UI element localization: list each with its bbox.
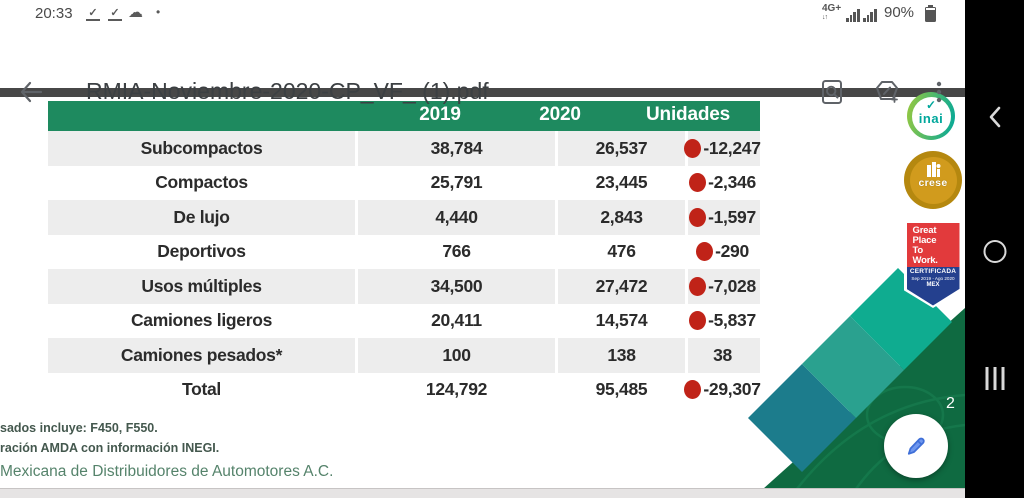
value-delta: 38 — [685, 338, 757, 373]
value-delta: -12,247 — [684, 131, 761, 166]
annotate-add-icon[interactable] — [873, 78, 901, 106]
app-bar: RMIA-Noviembre-2020-CP_VF_ (1).pdf — [0, 28, 965, 104]
value-2019: 100 — [355, 338, 555, 373]
page-gap-divider — [0, 88, 965, 97]
value-delta: -5,837 — [685, 303, 757, 338]
clock: 20:33 — [35, 5, 73, 22]
find-in-document-icon[interactable] — [818, 78, 846, 106]
row-label: Camiones ligeros — [130, 310, 273, 331]
header-2019: 2019 — [419, 104, 461, 125]
notification-dot-icon: • — [156, 5, 161, 19]
gptw-title: Great Place To Work. — [906, 222, 960, 267]
nav-home-icon[interactable] — [983, 240, 1006, 263]
pencil-icon — [907, 437, 925, 455]
battery-percent: 90% — [884, 4, 915, 21]
viewer-bottom-strip — [0, 488, 965, 498]
value-2019: 20,411 — [355, 303, 555, 338]
inai-badge: ✓ inai — [907, 92, 955, 140]
crese-badge: crese — [904, 151, 962, 209]
great-place-to-work-badge: Great Place To Work. CERTIFICADA Sep 201… — [904, 220, 962, 308]
value-2020: 23,445 — [555, 165, 685, 200]
row-label: Deportivos — [157, 241, 246, 262]
footnote-line: sados incluye: F450, F550. — [0, 421, 158, 435]
status-bar: 20:33 ✓ ✓ ☁ • 4G+ ↓↑ 90% — [0, 0, 965, 28]
table-row: Compactos 25,791 23,445 -2,346 — [48, 165, 760, 200]
table-row: Total 124,792 95,485 -29,307 — [48, 372, 761, 407]
footnote-line: ración AMDA con información INEGI. — [0, 441, 220, 455]
value-2020: 26,537 — [555, 131, 685, 166]
page-number: 2 — [946, 395, 955, 412]
signal-bars-icon — [863, 9, 877, 22]
value-2019: 25,791 — [355, 165, 555, 200]
row-label: Camiones pesados* — [120, 344, 283, 365]
table-row: Camiones ligeros 20,411 14,574 -5,837 — [48, 303, 760, 338]
check-icon: ✓ — [925, 97, 937, 112]
building-icon — [927, 161, 941, 177]
signal-bars-icon — [846, 9, 860, 22]
value-delta: -29,307 — [684, 372, 761, 407]
value-delta: -1,597 — [685, 200, 757, 235]
table-row: Usos múltiples 34,500 27,472 -7,028 — [48, 269, 760, 304]
download-done-icon: ✓ — [86, 7, 100, 21]
organization-line: Mexicana de Distribuidores de Automotore… — [0, 463, 334, 480]
document-title: RMIA-Noviembre-2020-CP_VF_ (1).pdf — [86, 78, 489, 104]
nav-recents-icon[interactable] — [985, 367, 1004, 390]
decline-dot-icon — [689, 173, 707, 193]
overflow-menu-icon[interactable] — [925, 78, 953, 106]
nav-back-icon[interactable] — [985, 104, 1005, 135]
decline-dot-icon — [689, 207, 707, 227]
value-2019: 38,784 — [355, 131, 555, 166]
network-type-icon: 4G+ ↓↑ — [822, 3, 842, 22]
decline-dot-icon — [689, 276, 707, 296]
decline-dot-icon — [684, 380, 702, 400]
header-2020: 2020 — [539, 104, 581, 125]
header-unidades: Unidades — [646, 104, 730, 125]
table-row: De lujo 4,440 2,843 -1,597 — [48, 200, 760, 235]
value-2020: 95,485 — [555, 372, 685, 407]
navigation-bar — [965, 0, 1024, 498]
row-label: Usos múltiples — [141, 275, 262, 296]
value-2019: 124,792 — [355, 372, 555, 407]
table-row: Subcompactos 38,784 26,537 -12,247 — [48, 131, 761, 166]
row-label: Subcompactos — [140, 137, 263, 158]
table-row: Deportivos 766 476 -290 — [48, 234, 760, 269]
value-2020: 476 — [555, 234, 685, 269]
value-2020: 138 — [555, 338, 685, 373]
value-2019: 4,440 — [355, 200, 555, 235]
decline-dot-icon — [696, 242, 714, 262]
decline-dot-icon — [689, 311, 707, 331]
row-label: Total — [181, 379, 221, 400]
sales-table: 2019 2020 Unidades Subcompactos 38,784 2… — [48, 101, 761, 407]
battery-icon — [925, 5, 936, 22]
gptw-certification: CERTIFICADA Sep 2019 - Ago 2020 MEX — [909, 267, 957, 288]
value-delta: -2,346 — [685, 165, 757, 200]
value-2019: 34,500 — [355, 269, 555, 304]
value-2020: 2,843 — [555, 200, 685, 235]
table-header-row: 2019 2020 Unidades — [48, 101, 760, 131]
edit-fab[interactable] — [884, 414, 948, 478]
value-2019: 766 — [355, 234, 555, 269]
download-done-icon: ✓ — [108, 7, 122, 21]
value-delta: -7,028 — [685, 269, 757, 304]
decline-dot-icon — [684, 138, 702, 158]
cloud-icon: ☁ — [128, 4, 143, 21]
value-delta: -290 — [685, 234, 757, 269]
row-label: Compactos — [155, 172, 248, 193]
row-label: De lujo — [173, 206, 230, 227]
table-row: Camiones pesados* 100 138 38 — [48, 338, 760, 373]
value-2020: 27,472 — [555, 269, 685, 304]
back-arrow-icon[interactable] — [18, 79, 44, 105]
value-2020: 14,574 — [555, 303, 685, 338]
